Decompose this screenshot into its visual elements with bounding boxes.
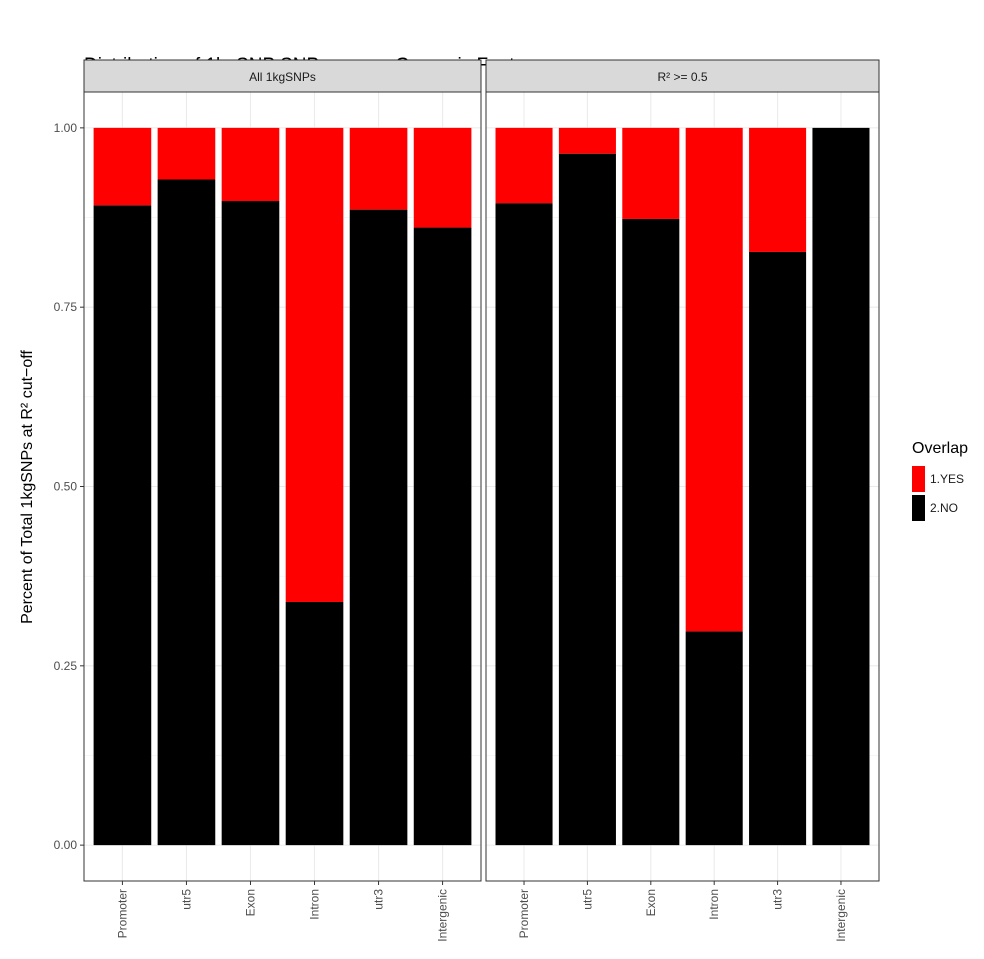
x-tick-label-1-utr3: utr3 (771, 889, 785, 910)
bar-yes-0-intergenic (413, 127, 472, 228)
bar-no-1-exon (622, 218, 680, 846)
y-tick-label-0: 0.00 (54, 838, 78, 852)
legend-title: Overlap (912, 440, 969, 457)
bar-yes-0-promoter (93, 127, 152, 206)
legend-item-no: 2.NO (912, 493, 968, 522)
bar-no-1-utr5 (558, 153, 616, 846)
bar-no-1-utr3 (749, 251, 807, 846)
bar-no-0-intron (285, 601, 344, 846)
bar-yes-0-utr5 (157, 127, 216, 180)
x-tick-label-0-promoter: Promoter (115, 889, 129, 938)
x-tick-label-0-intergenic: Intergenic (436, 889, 450, 942)
facet-strip-0 (83, 59, 482, 93)
panel-border-1 (485, 91, 880, 882)
x-tick-label-1-promoter: Promoter (517, 889, 531, 938)
bar-no-0-utr5 (157, 179, 216, 846)
bar-no-1-intergenic (812, 127, 870, 846)
x-tick-label-0-exon: Exon (243, 889, 257, 916)
x-tick-label-1-exon: Exon (644, 889, 658, 916)
x-tick-label-0-intron: Intron (308, 889, 322, 920)
y-tick-label-3: 0.75 (54, 300, 78, 314)
bar-yes-1-exon (622, 127, 680, 219)
bar-yes-1-intron (685, 127, 743, 632)
bar-no-1-intron (685, 631, 743, 846)
bar-no-0-promoter (93, 205, 152, 846)
x-tick-label-1-utr5: utr5 (580, 889, 594, 910)
bar-yes-1-utr3 (749, 127, 807, 252)
legend-label-yes: 1.YES (930, 471, 965, 486)
facet-strip-1 (485, 59, 880, 93)
bar-yes-0-intron (285, 127, 344, 602)
bar-yes-0-utr3 (349, 127, 408, 210)
x-tick-label-0-utr5: utr5 (179, 889, 193, 910)
legend-label-no: 2.NO (930, 500, 959, 515)
legend: Overlap 1.YES 2.NO (912, 440, 968, 522)
x-tick-label-1-intergenic: Intergenic (834, 889, 848, 942)
bar-yes-1-promoter (495, 127, 553, 204)
legend-item-yes: 1.YES (912, 464, 968, 493)
bar-no-1-promoter (495, 203, 553, 846)
bar-yes-1-utr5 (558, 127, 616, 154)
x-tick-label-0-utr3: utr3 (372, 889, 386, 910)
bar-no-0-exon (221, 201, 280, 846)
bar-no-0-utr3 (349, 209, 408, 846)
y-tick-label-2: 0.50 (54, 480, 78, 494)
facet-label-0: All 1kgSNPs (249, 70, 316, 84)
facet-label-1: R² >= 0.5 (657, 70, 707, 84)
legend-swatch-no (912, 494, 925, 521)
legend-swatch-yes (912, 465, 925, 492)
bar-yes-0-exon (221, 127, 280, 202)
bar-no-0-intergenic (413, 227, 472, 846)
y-tick-label-4: 1.00 (54, 121, 78, 135)
y-tick-label-1: 0.25 (54, 659, 78, 673)
x-tick-label-1-intron: Intron (707, 889, 721, 920)
